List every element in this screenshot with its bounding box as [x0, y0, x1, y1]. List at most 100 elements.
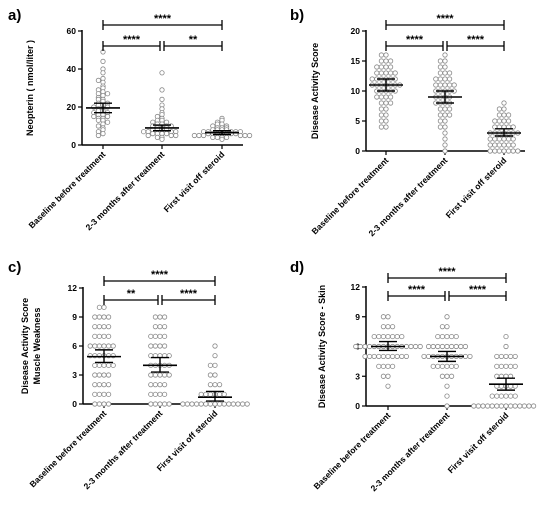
- data-point: [157, 324, 163, 330]
- significance-label: **: [127, 288, 136, 300]
- y-tick-label: 12: [351, 282, 361, 292]
- data-point: [444, 343, 450, 350]
- y-tick-label: 6: [72, 341, 77, 351]
- data-point: [212, 372, 218, 378]
- significance-label: ****: [123, 34, 141, 46]
- data-point: [196, 132, 202, 139]
- data-point: [389, 363, 396, 369]
- data-point: [489, 403, 495, 409]
- data-point: [168, 132, 174, 139]
- data-point: [92, 314, 98, 320]
- data-point: [442, 82, 448, 88]
- data-point: [157, 401, 163, 407]
- data-point: [417, 343, 423, 350]
- data-point: [96, 391, 103, 397]
- y-tick-label: 20: [67, 102, 77, 112]
- y-tick-label: 0: [72, 399, 77, 409]
- data-point: [374, 64, 380, 70]
- data-point: [100, 58, 106, 65]
- data-point: [446, 106, 453, 112]
- significance-label: ****: [469, 284, 487, 296]
- data-point: [439, 363, 445, 369]
- data-point: [492, 118, 498, 124]
- data-point: [503, 333, 509, 340]
- data-point: [383, 124, 389, 130]
- panel-a: a)Neopterin ( nmol/liter )0204060Baselin…: [8, 7, 253, 232]
- data-point: [380, 333, 386, 340]
- data-point: [242, 132, 248, 139]
- data-point: [378, 124, 384, 130]
- data-point: [207, 391, 213, 397]
- data-point: [157, 333, 163, 339]
- data-point: [92, 372, 98, 378]
- data-point: [437, 106, 443, 112]
- data-point: [198, 401, 204, 407]
- data-point: [444, 314, 450, 320]
- data-point: [458, 343, 464, 350]
- data-point: [371, 333, 377, 340]
- data-point: [446, 70, 453, 76]
- data-point: [421, 353, 427, 360]
- significance-label: ****: [408, 284, 426, 296]
- data-point: [526, 403, 532, 409]
- data-point: [503, 343, 509, 350]
- data-point: [198, 391, 204, 397]
- data-point: [217, 401, 223, 407]
- data-point: [235, 401, 241, 407]
- data-point: [403, 353, 409, 360]
- data-point: [385, 314, 391, 320]
- data-point: [512, 363, 518, 369]
- data-point: [101, 391, 107, 397]
- data-point: [484, 403, 491, 409]
- data-point: [212, 401, 218, 407]
- data-point: [162, 382, 168, 388]
- data-point: [152, 372, 158, 378]
- data-point: [442, 106, 448, 112]
- y-tick-label: 10: [351, 86, 361, 96]
- data-point: [224, 134, 230, 140]
- data-point: [166, 372, 172, 378]
- data-point: [157, 372, 163, 378]
- data-point: [437, 124, 443, 130]
- data-point: [496, 142, 502, 148]
- data-point: [148, 343, 154, 349]
- data-point: [357, 343, 363, 350]
- data-point: [95, 77, 102, 84]
- data-point: [180, 401, 186, 407]
- data-point: [214, 134, 220, 140]
- data-point: [433, 82, 439, 88]
- data-point: [510, 142, 516, 148]
- data-point: [510, 136, 516, 142]
- data-point: [201, 132, 207, 139]
- data-point: [106, 343, 112, 349]
- data-point: [425, 343, 432, 350]
- data-point: [453, 343, 459, 350]
- data-point: [439, 333, 445, 340]
- data-point: [494, 403, 500, 409]
- data-point: [451, 82, 457, 88]
- data-point: [96, 362, 103, 368]
- data-point: [448, 343, 455, 350]
- data-point: [487, 142, 493, 148]
- data-point: [387, 58, 394, 64]
- data-point: [217, 382, 223, 388]
- data-point: [446, 112, 453, 118]
- data-point: [480, 403, 486, 409]
- data-point: [145, 132, 151, 139]
- data-point: [353, 343, 359, 350]
- data-point: [437, 64, 443, 70]
- data-point: [210, 134, 216, 140]
- panel-b: b)Disease Activity Score05101520Baseline…: [290, 7, 525, 238]
- data-point: [92, 343, 98, 349]
- data-point: [385, 353, 391, 360]
- data-point: [453, 333, 459, 340]
- significance-label: ****: [180, 288, 198, 300]
- data-point: [383, 118, 389, 124]
- data-point: [106, 314, 112, 320]
- data-point: [106, 362, 112, 368]
- y-tick-label: 3: [72, 370, 77, 380]
- data-point: [408, 343, 414, 350]
- data-point: [501, 112, 507, 118]
- y-tick-label: 0: [355, 146, 360, 156]
- data-point: [378, 58, 384, 64]
